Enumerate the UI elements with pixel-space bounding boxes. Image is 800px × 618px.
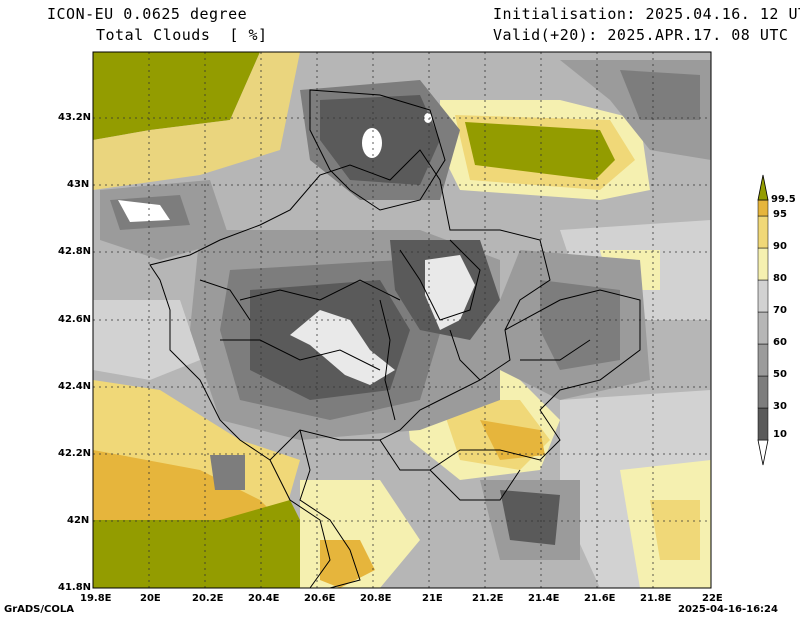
lat-tick-label: 42.8N <box>58 246 92 257</box>
colorbar-label: 50 <box>773 369 787 380</box>
colorbar-low-triangle <box>757 439 769 466</box>
lat-tick-label: 41.8N <box>58 582 92 593</box>
lat-tick-label: 42.4N <box>58 381 92 392</box>
lat-tick-label: 42.6N <box>58 314 92 325</box>
colorbar-label: 70 <box>773 305 787 316</box>
lon-tick-label: 21.6E <box>584 593 616 604</box>
colorbar-band-90-95 <box>757 215 769 249</box>
lon-tick-label: 22E <box>702 593 723 604</box>
lon-tick-label: 19.8E <box>80 593 112 604</box>
colorbar-band-95-99.5 <box>757 199 769 217</box>
initialisation-time: Initialisation: 2025.04.16. 12 UTC <box>493 5 800 23</box>
colorbar-label: 10 <box>773 429 787 440</box>
colorbar-label: 90 <box>773 241 787 252</box>
variable-title: Total Clouds [ %] <box>96 26 268 44</box>
colorbar-label: 99.5 <box>771 194 796 205</box>
colorbar-band-80-90 <box>757 247 769 281</box>
colorbar-band-70-80 <box>757 279 769 313</box>
colorbar-label: 30 <box>773 401 787 412</box>
lon-tick-label: 21.8E <box>640 593 672 604</box>
colorbar <box>757 174 769 466</box>
lat-tick-label: 42.2N <box>58 448 92 459</box>
lon-tick-label: 20.4E <box>248 593 280 604</box>
lat-tick-label: 42N <box>67 515 90 526</box>
lon-tick-label: 20E <box>140 593 161 604</box>
lat-tick-label: 43.2N <box>58 112 92 123</box>
administrative-borders <box>149 89 641 589</box>
generation-timestamp: 2025-04-16-16:24 <box>678 604 778 615</box>
colorbar-label: 60 <box>773 337 787 348</box>
lat-tick-label: 43N <box>67 179 90 190</box>
colorbar-band-50-60 <box>757 343 769 377</box>
lon-tick-label: 20.6E <box>304 593 336 604</box>
lon-tick-label: 21.4E <box>528 593 560 604</box>
colorbar-high-triangle <box>757 174 769 201</box>
lon-tick-label: 20.2E <box>192 593 224 604</box>
lon-tick-label: 20.8E <box>360 593 392 604</box>
cloud-field <box>93 52 711 588</box>
colorbar-label: 95 <box>773 209 787 220</box>
model-title: ICON-EU 0.0625 degree <box>47 5 248 23</box>
colorbar-band-30-50 <box>757 375 769 409</box>
colorbar-band-10-30 <box>757 407 769 441</box>
lon-tick-label: 21.2E <box>472 593 504 604</box>
valid-time: Valid(+20): 2025.APR.17. 08 UTC <box>493 26 789 44</box>
colorbar-band-60-70 <box>757 311 769 345</box>
software-credit: GrADS/COLA <box>4 604 74 615</box>
colorbar-label: 80 <box>773 273 787 284</box>
lon-tick-label: 21E <box>422 593 443 604</box>
